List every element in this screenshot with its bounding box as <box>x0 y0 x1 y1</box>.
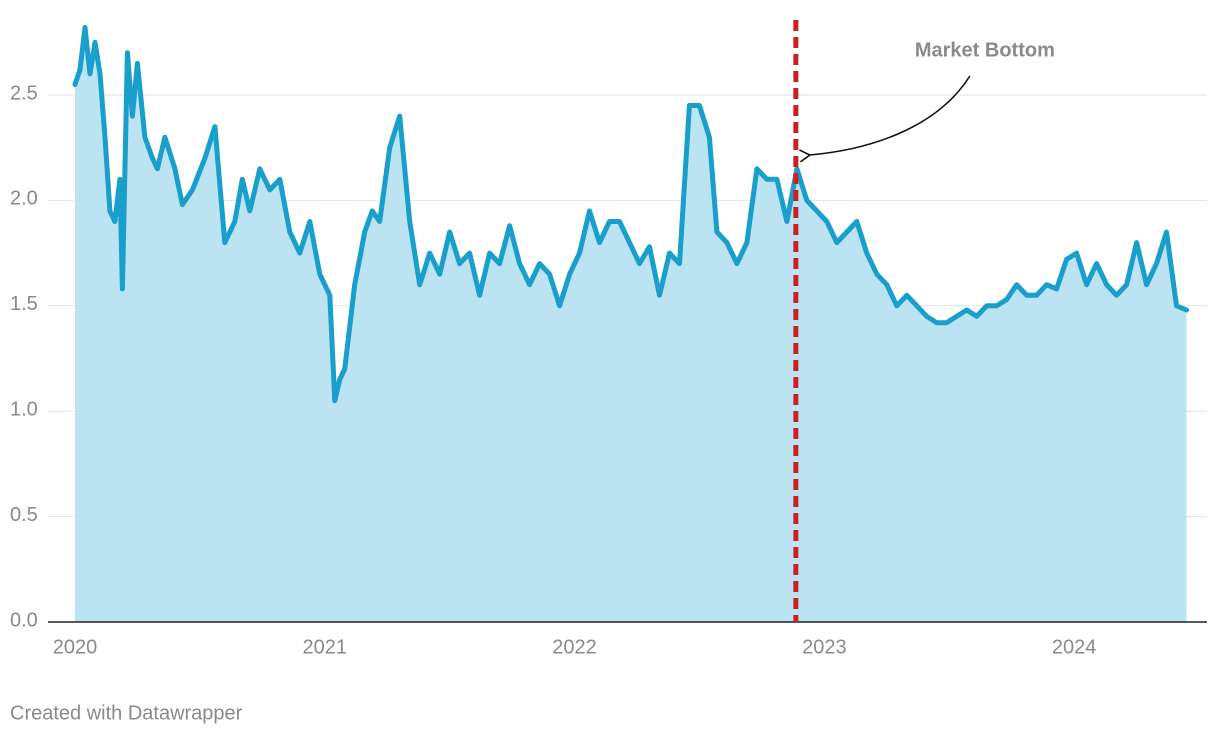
x-tick-label: 2023 <box>802 636 847 658</box>
y-tick-label: 0.0 <box>10 609 38 631</box>
y-tick-label: 2.5 <box>10 82 38 104</box>
x-tick-label: 2021 <box>303 636 348 658</box>
area-fill <box>74 27 1187 622</box>
line <box>72 25 1189 404</box>
annotation-arrow <box>799 75 971 163</box>
annotation-label: Market Bottom <box>915 39 1055 61</box>
y-tick-label: 1.0 <box>10 398 38 420</box>
y-tick-label: 2.0 <box>10 188 38 210</box>
x-tick-label: 2020 <box>53 636 98 658</box>
source-note: Created with Datawrapper <box>10 702 243 724</box>
y-tick-label: 1.5 <box>10 293 38 315</box>
x-tick-label: 2024 <box>1052 636 1097 658</box>
y-tick-label: 0.5 <box>10 504 38 526</box>
x-tick-label: 2022 <box>552 636 597 658</box>
